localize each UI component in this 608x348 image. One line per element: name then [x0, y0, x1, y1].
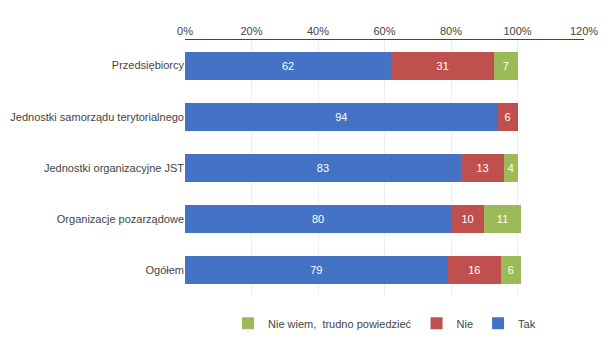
svg-text:16: 16 [468, 264, 480, 276]
svg-text:Nie wiem, trudno powiedzieć: Nie wiem, trudno powiedzieć [268, 318, 412, 330]
svg-text:Przedsiębiorcy: Przedsiębiorcy [112, 59, 185, 71]
svg-text:20%: 20% [240, 25, 262, 37]
svg-text:120%: 120% [570, 25, 598, 37]
svg-text:13: 13 [476, 162, 488, 174]
svg-text:Jednostki organizacyjne JST: Jednostki organizacyjne JST [44, 162, 184, 174]
svg-text:80: 80 [312, 213, 324, 225]
svg-text:Organizacje pozarządowe: Organizacje pozarządowe [57, 213, 184, 225]
svg-text:83: 83 [317, 162, 329, 174]
svg-text:40%: 40% [307, 25, 329, 37]
svg-text:62: 62 [282, 60, 294, 72]
svg-text:31: 31 [437, 60, 449, 72]
svg-text:Tak: Tak [518, 318, 536, 330]
svg-text:6: 6 [504, 111, 510, 123]
svg-text:7: 7 [503, 60, 509, 72]
svg-text:Nie: Nie [457, 318, 474, 330]
svg-text:11: 11 [497, 213, 508, 225]
svg-text:Ogółem: Ogółem [145, 264, 184, 276]
svg-text:100%: 100% [503, 25, 531, 37]
svg-text:4: 4 [508, 162, 514, 174]
svg-text:79: 79 [310, 264, 322, 276]
svg-text:10: 10 [462, 213, 474, 225]
svg-text:60%: 60% [373, 25, 395, 37]
svg-text:6: 6 [508, 264, 514, 276]
svg-text:80%: 80% [440, 25, 462, 37]
svg-text:Jednostki samorządu terytorial: Jednostki samorządu terytorialnego [10, 111, 184, 123]
svg-text:94: 94 [335, 111, 347, 123]
svg-text:0%: 0% [177, 25, 193, 37]
